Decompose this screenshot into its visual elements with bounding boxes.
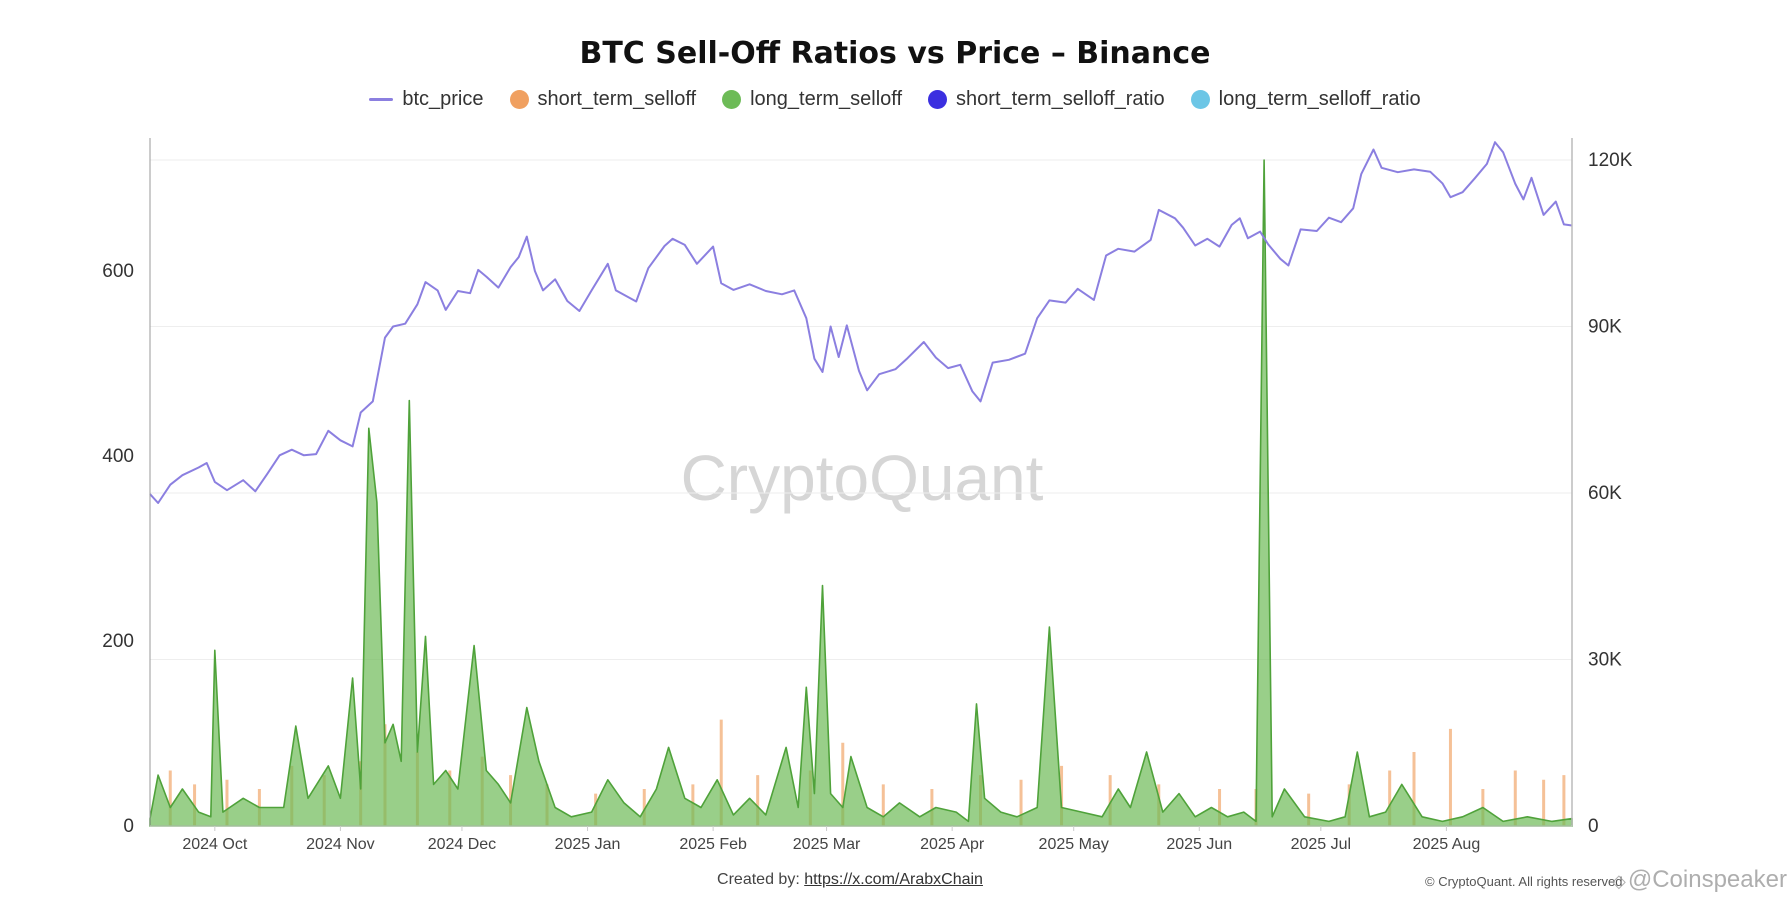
copyright-notice: © CryptoQuant. All rights reserved [1425, 874, 1623, 889]
legend-label: long_term_selloff [750, 88, 903, 110]
y-left-tick-label: 200 [102, 631, 134, 652]
y-right-tick-label: 0 [1588, 816, 1599, 837]
credit-line: Created by: https://x.com/ArabxChain [0, 871, 1700, 889]
btc-price-line [149, 141, 1573, 504]
credit-link[interactable]: https://x.com/ArabxChain [804, 871, 983, 888]
x-tick-label: 2025 May [1039, 836, 1109, 853]
legend-label: btc_price [402, 88, 484, 110]
short-term-selloff-bar [1060, 765, 1064, 826]
short-term-selloff-bar [1562, 775, 1566, 826]
chart-title: BTC Sell-Off Ratios vs Price – Binance [579, 36, 1211, 71]
x-tick-label: 2024 Oct [182, 836, 247, 853]
legend-swatch [509, 90, 529, 109]
short-term-selloff-bar [756, 775, 760, 826]
x-tick-label: 2025 Jul [1291, 836, 1352, 853]
legend-swatch [722, 90, 742, 109]
y-left-tick-label: 600 [102, 261, 134, 282]
chart-legend: btc_price short_term_selloff long_term_sel… [0, 88, 1790, 111]
grid-lines [150, 159, 1572, 660]
y-right-tick-label: 120K [1588, 150, 1633, 171]
long-term-selloff-area-path [149, 159, 1573, 827]
x-tick-label: 2025 Mar [793, 836, 861, 853]
legend-item-short-term-selloff[interactable]: short_term_selloff [509, 88, 697, 111]
legend-swatch [369, 98, 394, 101]
short-term-selloff-bar [1388, 770, 1392, 826]
legend-label: short_term_selloff_ratio [956, 88, 1165, 110]
short-term-selloff-bar [930, 789, 934, 826]
short-term-selloff-bar [1307, 793, 1311, 826]
y-right-tick-label: 60K [1588, 483, 1622, 504]
x-tick-label: 2025 Apr [920, 836, 985, 853]
watermark: CryptoQuant [681, 442, 1044, 514]
short-term-selloff-bar [642, 789, 646, 826]
short-term-selloff-bar [1019, 779, 1023, 826]
short-term-selloff-bar [168, 770, 172, 826]
x-tick-label: 2025 Aug [1413, 836, 1481, 853]
short-term-selloff-bar [1108, 775, 1112, 826]
y-left-tick-label: 400 [102, 446, 134, 467]
long-term-selloff-area [149, 159, 1573, 827]
short-term-selloff-bar [1542, 779, 1546, 826]
short-term-selloff-bar [1218, 789, 1222, 826]
coinspeaker-watermark: ◇@Coinspeaker [1612, 866, 1787, 894]
btc-price-polyline [149, 141, 1573, 504]
x-tick-label: 2025 Jun [1166, 836, 1232, 853]
x-tick-label: 2024 Nov [306, 836, 375, 853]
diamond-logo-icon: ◇ [1612, 871, 1626, 891]
legend-swatch [1190, 90, 1210, 109]
legend-item-short-term-selloff-ratio[interactable]: short_term_selloff_ratio [928, 88, 1165, 111]
legend-swatch [928, 90, 948, 109]
x-tick-label: 2025 Feb [679, 836, 747, 853]
short-term-selloff-bar [881, 784, 885, 826]
credit-prefix: Created by: [717, 871, 805, 888]
short-term-selloff-bar [225, 779, 229, 826]
axes [149, 138, 1573, 827]
y-right-tick-label: 90K [1588, 317, 1622, 338]
short-term-selloff-bar [1513, 770, 1517, 826]
x-tick-label: 2024 Dec [428, 836, 497, 853]
short-term-selloff-bar [841, 742, 845, 826]
legend-item-btc-price[interactable]: btc_price [369, 88, 484, 111]
y-axis-left-ticks: 0 200 400 600 [102, 261, 134, 837]
y-right-tick-label: 30K [1588, 650, 1622, 671]
legend-item-long-term-selloff[interactable]: long_term_selloff [722, 88, 902, 111]
legend-item-long-term-selloff-ratio[interactable]: long_term_selloff_ratio [1190, 88, 1421, 111]
x-tick-label: 2025 Jan [555, 836, 621, 853]
coinspeaker-text: @Coinspeaker [1627, 866, 1787, 893]
short-term-selloff-bar [1412, 752, 1416, 826]
legend-label: long_term_selloff_ratio [1218, 88, 1421, 110]
x-axis-ticks: 2024 Oct 2024 Nov 2024 Dec 2025 Jan 2025 Feb… [182, 826, 1480, 853]
legend-label: short_term_selloff [537, 88, 697, 110]
short-term-selloff-bar [1448, 728, 1452, 826]
short-term-selloff-bar [719, 719, 723, 826]
y-left-tick-label: 0 [123, 816, 134, 837]
y-axis-right-ticks: 0 30K 60K 90K 120K [1588, 150, 1633, 837]
